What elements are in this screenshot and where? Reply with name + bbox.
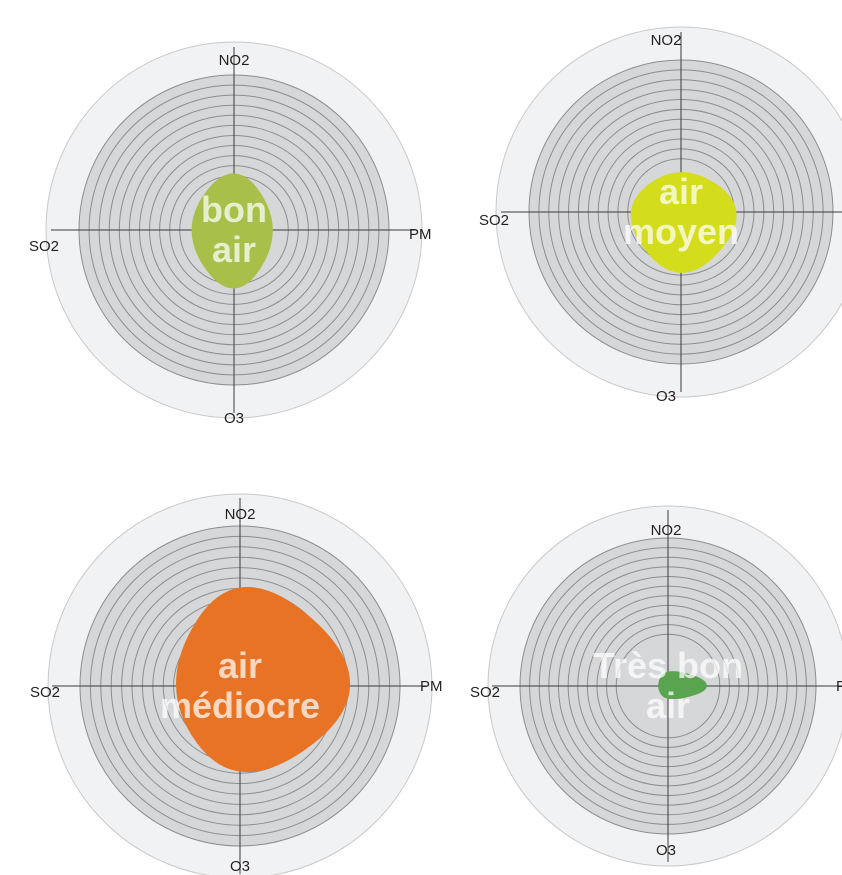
axis-label-o3: O3 [656, 388, 676, 405]
axis-label-so2: SO2 [479, 212, 509, 229]
radar-area [630, 172, 737, 273]
radar-area [658, 671, 707, 700]
axis-label-no2: NO2 [651, 522, 682, 539]
radar-chart-2: NO2PMO3SO2airmoyen [479, 26, 842, 405]
axis-label-no2: NO2 [225, 506, 256, 523]
axis-label-pm: PM [409, 226, 432, 243]
axis-label-o3: O3 [224, 410, 244, 427]
axis-label-no2: NO2 [651, 32, 682, 49]
axis-label-so2: SO2 [470, 684, 500, 701]
axis-label-pm: PM [836, 678, 842, 695]
air-quality-label: moyen [623, 211, 739, 252]
axis-label-o3: O3 [230, 858, 250, 875]
air-quality-label: bon [201, 189, 267, 230]
axis-label-pm: PM [420, 678, 443, 695]
axis-label-no2: NO2 [219, 52, 250, 69]
air-quality-label: air [659, 171, 703, 212]
axis-label-so2: SO2 [29, 238, 59, 255]
radar-area [191, 173, 273, 289]
axis-label-so2: SO2 [30, 684, 60, 701]
air-quality-label: médiocre [160, 685, 320, 726]
axis-label-o3: O3 [656, 842, 676, 859]
air-quality-label: Très bon [593, 645, 743, 686]
air-quality-label: air [646, 685, 690, 726]
air-quality-label: air [212, 229, 256, 270]
radar-area [176, 587, 350, 773]
air-quality-label: air [218, 645, 262, 686]
